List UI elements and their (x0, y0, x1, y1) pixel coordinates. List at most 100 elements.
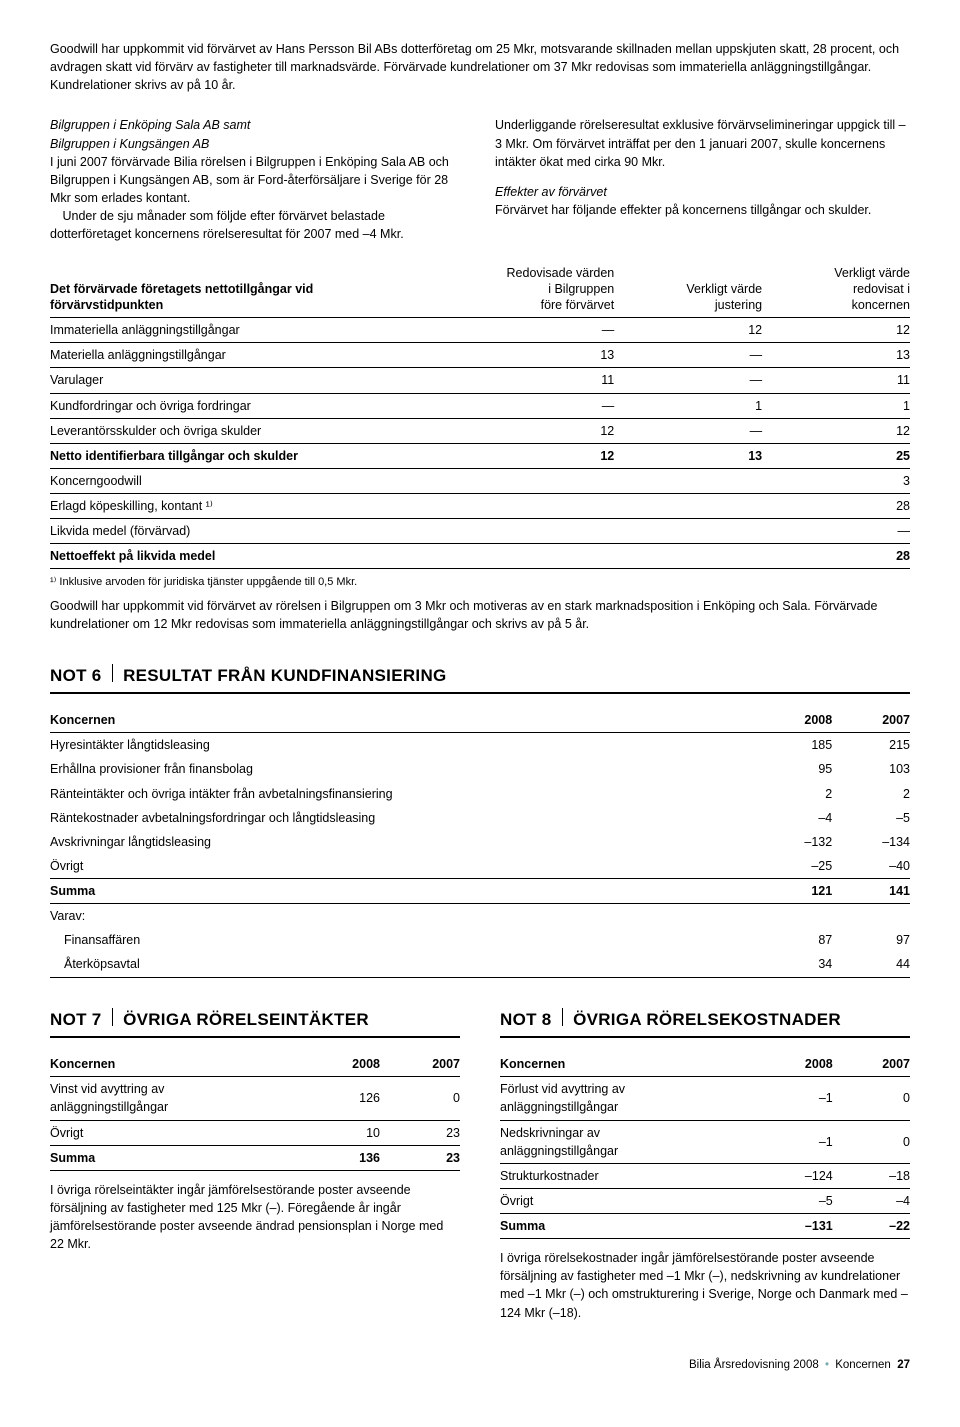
left-col-p1: I juni 2007 förvärvade Bilia rörelsen i … (50, 153, 465, 207)
not8-table: Koncernen 2008 2007 Förlust vid avyttrin… (500, 1052, 910, 1239)
tbl1-header-title: Det förvärvade företagets nettotillgånga… (50, 282, 313, 312)
row-c2: 215 (832, 733, 910, 758)
not8-block: NOT 8 ÖVRIGA RÖRELSEKOSTNADER Koncernen … (500, 978, 910, 1322)
not6-h1: 2008 (754, 708, 832, 733)
row-label: Immateriella anläggningstillgångar (50, 318, 411, 343)
row-c2: –4 (833, 1188, 910, 1213)
row-c1: 2 (754, 782, 832, 806)
row-c1: 121 (754, 879, 832, 904)
row-c2: 103 (832, 757, 910, 781)
not6-table: Koncernen 2008 2007 Hyresintäkter långti… (50, 708, 910, 977)
footer-left: Bilia Årsredovisning 2008 (689, 1359, 819, 1371)
row-label: Netto identifierbara tillgångar och skul… (50, 443, 411, 468)
row-label: Förlust vid avyttring av anläggningstill… (500, 1077, 755, 1120)
table-row-total: Netto identifierbara tillgångar och skul… (50, 443, 910, 468)
row-c2: –18 (833, 1163, 910, 1188)
row-c2: –40 (832, 854, 910, 879)
not7-heading: NOT 7 ÖVRIGA RÖRELSEINTÄKTER (50, 1008, 460, 1039)
row-c1: 11 (411, 368, 614, 393)
row-c1: 12 (411, 418, 614, 443)
row-label: Koncerngoodwill (50, 468, 411, 493)
row-label: Återköpsavtal (50, 952, 754, 977)
not7-h2: 2007 (380, 1052, 460, 1077)
tbl1-h2: Verkligt värde justering (614, 263, 762, 317)
row-label: Hyresintäkter långtidsleasing (50, 733, 754, 758)
table-row: Kundfordringar och övriga fordringar—11 (50, 393, 910, 418)
table-row: Ränteintäkter och övriga intäkter från a… (50, 782, 910, 806)
row-label: Ränteintäkter och övriga intäkter från a… (50, 782, 754, 806)
row-label: Varulager (50, 368, 411, 393)
tbl1-footnote: ¹⁾ Inklusive arvoden för juridiska tjäns… (50, 575, 910, 591)
row-c2: 12 (614, 318, 762, 343)
tbl1-h1: Redovisade värden i Bilgruppen före förv… (411, 263, 614, 317)
row-c1: –4 (754, 806, 832, 830)
row-label: Leverantörsskulder och övriga skulder (50, 418, 411, 443)
table-row: Avskrivningar långtidsleasing–132–134 (50, 830, 910, 854)
table-row: Hyresintäkter långtidsleasing185215 (50, 733, 910, 758)
row-c2: –22 (833, 1214, 910, 1239)
right-col-title2: Effekter av förvärvet (495, 183, 910, 201)
table-row: Immateriella anläggningstillgångar—1212 (50, 318, 910, 343)
heading-separator (562, 1008, 564, 1026)
not7-title: ÖVRIGA RÖRELSEINTÄKTER (123, 1008, 369, 1033)
row-c3: 1 (762, 393, 910, 418)
not7-block: NOT 7 ÖVRIGA RÖRELSEINTÄKTER Koncernen 2… (50, 978, 460, 1322)
row-label: Vinst vid avyttring av anläggningstillgå… (50, 1077, 300, 1120)
table-row: Övrigt–25–40 (50, 854, 910, 879)
row-c1: 136 (300, 1145, 380, 1170)
row-c2: 97 (832, 928, 910, 952)
row-c3: 3 (762, 468, 910, 493)
row-c2: –134 (832, 830, 910, 854)
row-c1: 12 (411, 443, 614, 468)
table-row: Materiella anläggningstillgångar13—13 (50, 343, 910, 368)
row-c2: 141 (832, 879, 910, 904)
row-c3: 12 (762, 318, 910, 343)
table-row: Varav: (50, 904, 910, 929)
acquisition-table: Det förvärvade företagets nettotillgånga… (50, 263, 910, 569)
row-c1: 185 (754, 733, 832, 758)
row-label: Övrigt (50, 1120, 300, 1145)
row-label: Avskrivningar långtidsleasing (50, 830, 754, 854)
row-c2: –5 (832, 806, 910, 830)
row-label: Varav: (50, 904, 754, 929)
table-row-total: Nettoeffekt på likvida medel28 (50, 544, 910, 569)
tbl1-h3: Verkligt värde redovisat i koncernen (762, 263, 910, 317)
right-col-p1: Underliggande rörelseresultat exklusive … (495, 116, 910, 170)
table-row: Likvida medel (förvärvad)— (50, 519, 910, 544)
not7-num: NOT 7 (50, 1008, 102, 1033)
table-row: Nedskrivningar av anläggningstillgångar–… (500, 1120, 910, 1163)
row-c2: — (614, 343, 762, 368)
row-label: Nedskrivningar av anläggningstillgångar (500, 1120, 755, 1163)
row-c3: 25 (762, 443, 910, 468)
not6-num: NOT 6 (50, 664, 102, 689)
table-row-total: Summa121141 (50, 879, 910, 904)
two-column-section: Bilgruppen i Enköping Sala AB samt Bilgr… (50, 116, 910, 243)
row-c3: 28 (762, 494, 910, 519)
row-label: Nettoeffekt på likvida medel (50, 544, 411, 569)
footer-bullet-icon: • (822, 1359, 832, 1371)
row-c2: 44 (832, 952, 910, 977)
not6-h0: Koncernen (50, 708, 754, 733)
table-row: Varulager11—11 (50, 368, 910, 393)
row-label: Materiella anläggningstillgångar (50, 343, 411, 368)
row-label: Erhållna provisioner från finansbolag (50, 757, 754, 781)
table-row: Leverantörsskulder och övriga skulder12—… (50, 418, 910, 443)
not7-h1: 2008 (300, 1052, 380, 1077)
row-c2: — (614, 418, 762, 443)
row-label: Summa (50, 879, 754, 904)
row-c2: 23 (380, 1145, 460, 1170)
footer-right: Koncernen (835, 1359, 891, 1371)
footer-page: 27 (897, 1359, 910, 1371)
table-row: Strukturkostnader–124–18 (500, 1163, 910, 1188)
row-c1: –132 (754, 830, 832, 854)
table-row: Förlust vid avyttring av anläggningstill… (500, 1077, 910, 1120)
not8-h2: 2007 (833, 1052, 910, 1077)
right-col-p2: Förvärvet har följande effekter på konce… (495, 201, 910, 219)
not8-num: NOT 8 (500, 1008, 552, 1033)
row-label: Erlagd köpeskilling, kontant ¹⁾ (50, 494, 411, 519)
row-c1: –5 (755, 1188, 832, 1213)
row-c1: 34 (754, 952, 832, 977)
left-col-p2: Under de sju månader som följde efter fö… (50, 207, 465, 243)
row-label: Strukturkostnader (500, 1163, 755, 1188)
not7-h0: Koncernen (50, 1052, 300, 1077)
